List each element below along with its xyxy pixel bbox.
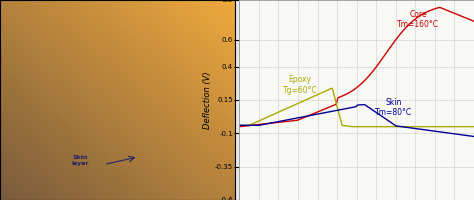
Text: Skin
layer: Skin layer (72, 155, 90, 166)
Text: Skin
Tm=80°C: Skin Tm=80°C (375, 98, 412, 117)
Text: Epoxy
Tg=60°C: Epoxy Tg=60°C (283, 75, 317, 95)
Text: Core
Tm=160°C: Core Tm=160°C (397, 10, 439, 29)
Y-axis label: Deflection (V): Deflection (V) (203, 71, 212, 129)
